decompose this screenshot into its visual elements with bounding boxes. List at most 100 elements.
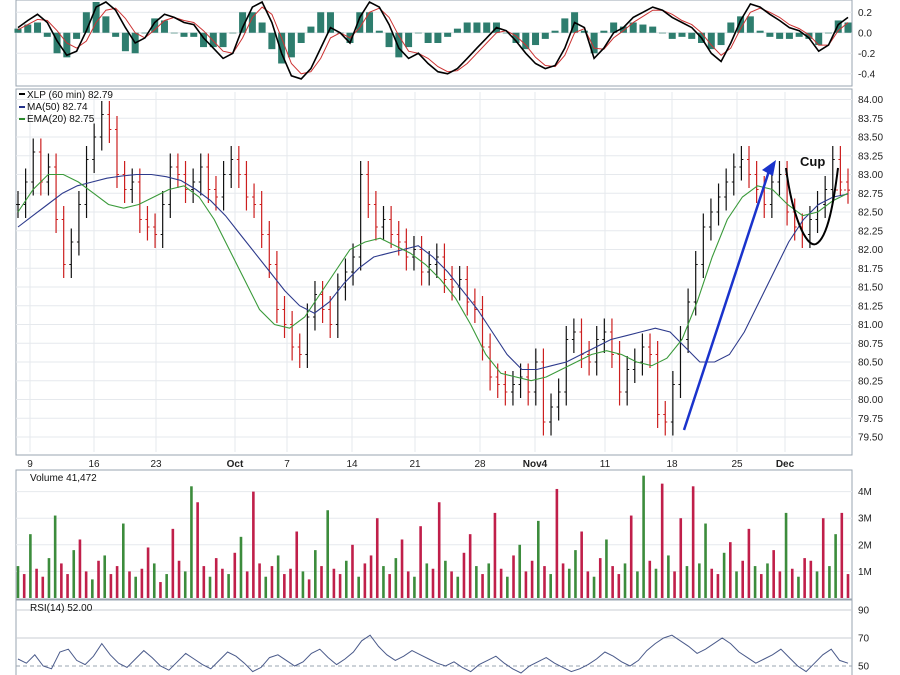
macd-histogram-bar xyxy=(229,32,237,34)
macd-histogram-bar xyxy=(366,12,374,33)
macd-histogram-bar xyxy=(629,22,637,33)
macd-histogram-bar xyxy=(707,32,715,50)
volume-bar xyxy=(815,571,819,598)
ma50-line xyxy=(17,173,849,371)
macd-histogram-bar xyxy=(180,32,188,37)
macd-histogram-bar xyxy=(258,22,266,33)
price-tick-label: 79.50 xyxy=(858,433,883,444)
volume-bar xyxy=(314,550,317,598)
volume-bar xyxy=(667,555,670,598)
volume-bar xyxy=(679,518,683,598)
macd-histogram-bar xyxy=(776,32,784,39)
macd-histogram-bar xyxy=(248,12,256,33)
rsi-panel: 90 70 50 RSI(14) 52.00 xyxy=(15,599,870,675)
volume-bar xyxy=(196,502,199,598)
macd-panel-bg xyxy=(15,0,853,87)
volume-bar xyxy=(654,568,658,598)
macd-histogram-bar xyxy=(756,30,764,33)
volume-bar xyxy=(586,571,590,598)
macd-histogram-bar xyxy=(151,18,159,33)
volume-bar xyxy=(388,574,391,598)
macd-histogram-bar xyxy=(834,20,842,33)
macd-histogram-bar xyxy=(73,32,81,39)
macd-histogram-bar xyxy=(610,22,618,33)
volume-y-axis: 4M 3M 2M 1M xyxy=(858,487,872,578)
rsi-grid xyxy=(16,609,852,667)
macd-histogram-bar xyxy=(590,32,598,54)
volume-bar xyxy=(790,568,794,598)
macd-histogram-bar xyxy=(551,30,559,33)
volume-bar xyxy=(221,568,224,598)
x-tick-label: 7 xyxy=(284,459,290,470)
volume-bar xyxy=(691,486,695,598)
volume-bar xyxy=(803,558,806,598)
macd-histogram-bar xyxy=(160,20,168,33)
macd-histogram-bar xyxy=(24,24,32,33)
volume-bar xyxy=(797,576,800,598)
volume-tick-label: 3M xyxy=(858,514,872,525)
volume-bar xyxy=(245,571,249,598)
volume-bar xyxy=(487,563,491,598)
volume-bar xyxy=(772,550,775,598)
volume-bar xyxy=(128,571,131,598)
macd-histogram-bar xyxy=(795,32,803,37)
x-tick-label: 11 xyxy=(600,459,611,470)
volume-bars xyxy=(16,475,850,598)
volume-bar xyxy=(91,579,94,598)
volume-bar xyxy=(258,563,261,598)
macd-histogram-bar xyxy=(678,32,686,37)
macd-histogram-bar xyxy=(112,32,120,37)
volume-bar xyxy=(307,579,311,598)
volume-bar xyxy=(35,568,38,598)
macd-histogram-bar xyxy=(385,32,393,48)
macd-histogram-bar xyxy=(473,22,481,33)
volume-bar xyxy=(239,536,243,598)
volume-bar xyxy=(741,560,745,598)
macd-histogram-bar xyxy=(317,12,325,33)
rsi-line xyxy=(17,634,849,674)
volume-bar xyxy=(332,568,336,598)
legend-swatch-ma50 xyxy=(19,106,25,108)
volume-bar xyxy=(270,566,274,598)
price-candles xyxy=(16,101,850,436)
rsi-tick-label: 90 xyxy=(858,606,870,617)
x-tick-label: Nov4 xyxy=(523,459,548,470)
legend-swatch-xlp xyxy=(19,93,25,95)
volume-bar xyxy=(109,574,113,598)
volume-bar xyxy=(698,563,701,598)
volume-bar xyxy=(722,552,726,598)
volume-bar xyxy=(344,560,348,598)
macd-histogram-bar xyxy=(14,28,22,33)
price-y-axis: 84.00 83.75 83.50 83.25 83.00 82.75 82.50 82.25… xyxy=(858,95,883,444)
price-tick-label: 82.25 xyxy=(858,226,883,237)
macd-histogram-bar xyxy=(424,32,432,43)
volume-bar xyxy=(22,574,26,598)
volume-bar xyxy=(183,571,187,598)
volume-bar xyxy=(103,555,107,598)
volume-bar xyxy=(437,502,441,598)
volume-bar xyxy=(555,488,559,598)
macd-histogram-bar xyxy=(727,22,735,33)
volume-bar xyxy=(400,539,404,598)
volume-bar xyxy=(549,574,552,598)
volume-bar xyxy=(704,523,707,598)
volume-bar xyxy=(716,574,720,598)
macd-histogram xyxy=(14,2,852,64)
volume-bar xyxy=(580,531,583,598)
macd-histogram-bar xyxy=(444,32,452,37)
macd-histogram-bar xyxy=(278,32,286,64)
volume-bar xyxy=(16,566,20,598)
x-tick-label: 21 xyxy=(409,459,421,470)
volume-bar xyxy=(747,528,751,598)
legend-ma50: MA(50) 82.74 xyxy=(27,102,88,113)
price-tick-label: 80.00 xyxy=(858,395,883,406)
legend-ema20: EMA(20) 82.75 xyxy=(27,114,95,125)
macd-tick-label: 0.2 xyxy=(858,8,872,19)
volume-bar xyxy=(512,555,515,598)
price-tick-label: 83.00 xyxy=(858,170,883,181)
volume-bar xyxy=(382,566,385,598)
volume-bar xyxy=(766,563,769,598)
macd-histogram-bar xyxy=(395,32,403,58)
volume-bar xyxy=(561,563,565,598)
